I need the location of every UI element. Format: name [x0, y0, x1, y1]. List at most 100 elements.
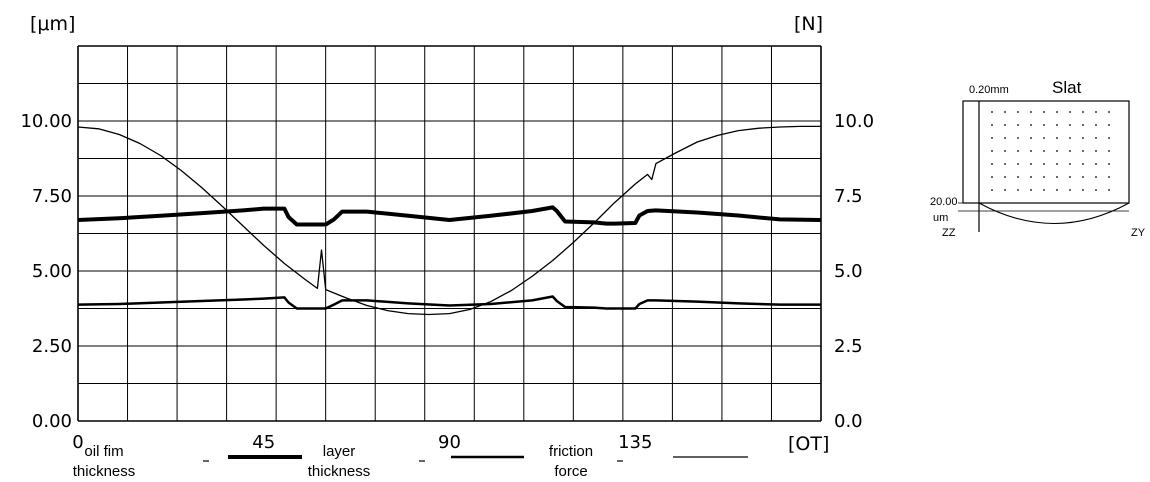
series-line-3	[77, 125, 821, 316]
slat-dots	[991, 111, 1110, 191]
slat-dot	[991, 137, 993, 139]
slat-dot	[1082, 176, 1084, 178]
slat-dot	[1030, 189, 1032, 191]
slat-dot	[1030, 137, 1032, 139]
slat-dot	[1004, 189, 1006, 191]
slat-profile-curve	[978, 202, 1130, 224]
slat-title: Slat	[1052, 78, 1082, 97]
y-left-tick-label: 5.00	[32, 261, 72, 282]
slat-dot	[1108, 124, 1110, 126]
slat-dot	[1095, 176, 1097, 178]
legend-label: oil fim	[84, 443, 123, 460]
slat-dot	[1030, 124, 1032, 126]
y-right-tick-label: 7.5	[834, 186, 863, 207]
slat-dot	[1095, 124, 1097, 126]
slat-dot	[1030, 111, 1032, 113]
slat-dot	[1004, 111, 1006, 113]
slat-dot	[1056, 137, 1058, 139]
slat-right-label: ZY	[1131, 227, 1146, 239]
slat-left-label: ZZ	[942, 227, 956, 239]
slat-dot	[1043, 176, 1045, 178]
y-left-axis: 0.00 2.50 5.00 7.50 10.00	[20, 111, 72, 432]
slat-dot	[1043, 124, 1045, 126]
slat-dot	[1069, 163, 1071, 165]
y-left-unit: [μm]	[30, 13, 75, 35]
y-right-axis: 0.0 2.5 5.0 7.5 10.0	[834, 111, 874, 432]
slat-dot	[991, 189, 993, 191]
y-right-tick-label: 10.0	[834, 111, 874, 132]
slat-dot	[1082, 150, 1084, 152]
series-line-1	[77, 205, 822, 227]
slat-dot	[1108, 176, 1110, 178]
legend-label: layer	[323, 443, 356, 460]
legend-label: force	[554, 463, 587, 480]
slat-dot	[1030, 176, 1032, 178]
slat-dot	[1095, 189, 1097, 191]
slat-dot	[1069, 150, 1071, 152]
slat-dot	[1108, 137, 1110, 139]
slat-dot	[1017, 163, 1019, 165]
slat-dot	[1082, 111, 1084, 113]
slat-dot	[1082, 137, 1084, 139]
slat-dot	[1043, 163, 1045, 165]
slat-dot	[1082, 189, 1084, 191]
slat-dot	[1043, 150, 1045, 152]
slat-dot	[1056, 111, 1058, 113]
slat-dot	[1043, 111, 1045, 113]
slat-dot	[1030, 150, 1032, 152]
y-left-tick-label: 2.50	[32, 336, 72, 357]
slat-dot	[1069, 176, 1071, 178]
slat-dot	[1017, 189, 1019, 191]
slat-dot	[1017, 176, 1019, 178]
slat-dot	[1082, 163, 1084, 165]
slat-dot	[1095, 163, 1097, 165]
slat-dot	[1004, 137, 1006, 139]
y-right-tick-label: 2.5	[834, 336, 863, 357]
series-group	[77, 125, 822, 316]
slat-dot	[1017, 150, 1019, 152]
y-left-tick-label: 10.00	[20, 111, 72, 132]
slat-dot	[1004, 163, 1006, 165]
slat-dot	[991, 111, 993, 113]
slat-dot	[991, 176, 993, 178]
slat-dot	[991, 163, 993, 165]
legend-label: thickness	[308, 463, 371, 480]
slat-dot	[1108, 163, 1110, 165]
slat-dot	[1043, 189, 1045, 191]
y-left-tick-label: 0.00	[32, 411, 72, 432]
slat-dot	[1069, 137, 1071, 139]
slat-dot	[1069, 189, 1071, 191]
slat-dot	[1017, 111, 1019, 113]
slat-dot	[1056, 163, 1058, 165]
slat-dot	[1017, 124, 1019, 126]
series-line-2	[77, 295, 821, 310]
x-tick-label: 135	[618, 432, 652, 453]
slat-depth-value: 20.00	[930, 196, 958, 208]
slat-dot	[1108, 111, 1110, 113]
legend-label: friction	[549, 443, 593, 460]
slat-dot	[1004, 176, 1006, 178]
chart-grid	[77, 45, 822, 422]
slat-dot	[1004, 124, 1006, 126]
y-left-tick-label: 7.50	[32, 186, 72, 207]
x-axis: 0 45 90 135	[72, 432, 652, 453]
slat-dot	[1095, 137, 1097, 139]
legend: oil fim thickness layer thickness friction fo…	[73, 443, 748, 480]
slat-dot	[1095, 111, 1097, 113]
x-unit: [OT]	[788, 433, 829, 455]
x-tick-label: 0	[72, 432, 83, 453]
y-right-tick-label: 5.0	[834, 261, 863, 282]
slat-dot	[1017, 137, 1019, 139]
slat-dot	[1056, 150, 1058, 152]
slat-dot	[1030, 163, 1032, 165]
slat-dot	[1095, 150, 1097, 152]
slat-dot	[1056, 124, 1058, 126]
slat-depth-unit: um	[933, 212, 948, 224]
slat-dot	[1082, 124, 1084, 126]
legend-label: thickness	[73, 463, 136, 480]
slat-dot	[991, 150, 993, 152]
slat-diagram: Slat 0.20mm 20.00 um ZZ ZY	[930, 78, 1146, 239]
slat-dot	[1069, 124, 1071, 126]
slat-dot	[1056, 189, 1058, 191]
